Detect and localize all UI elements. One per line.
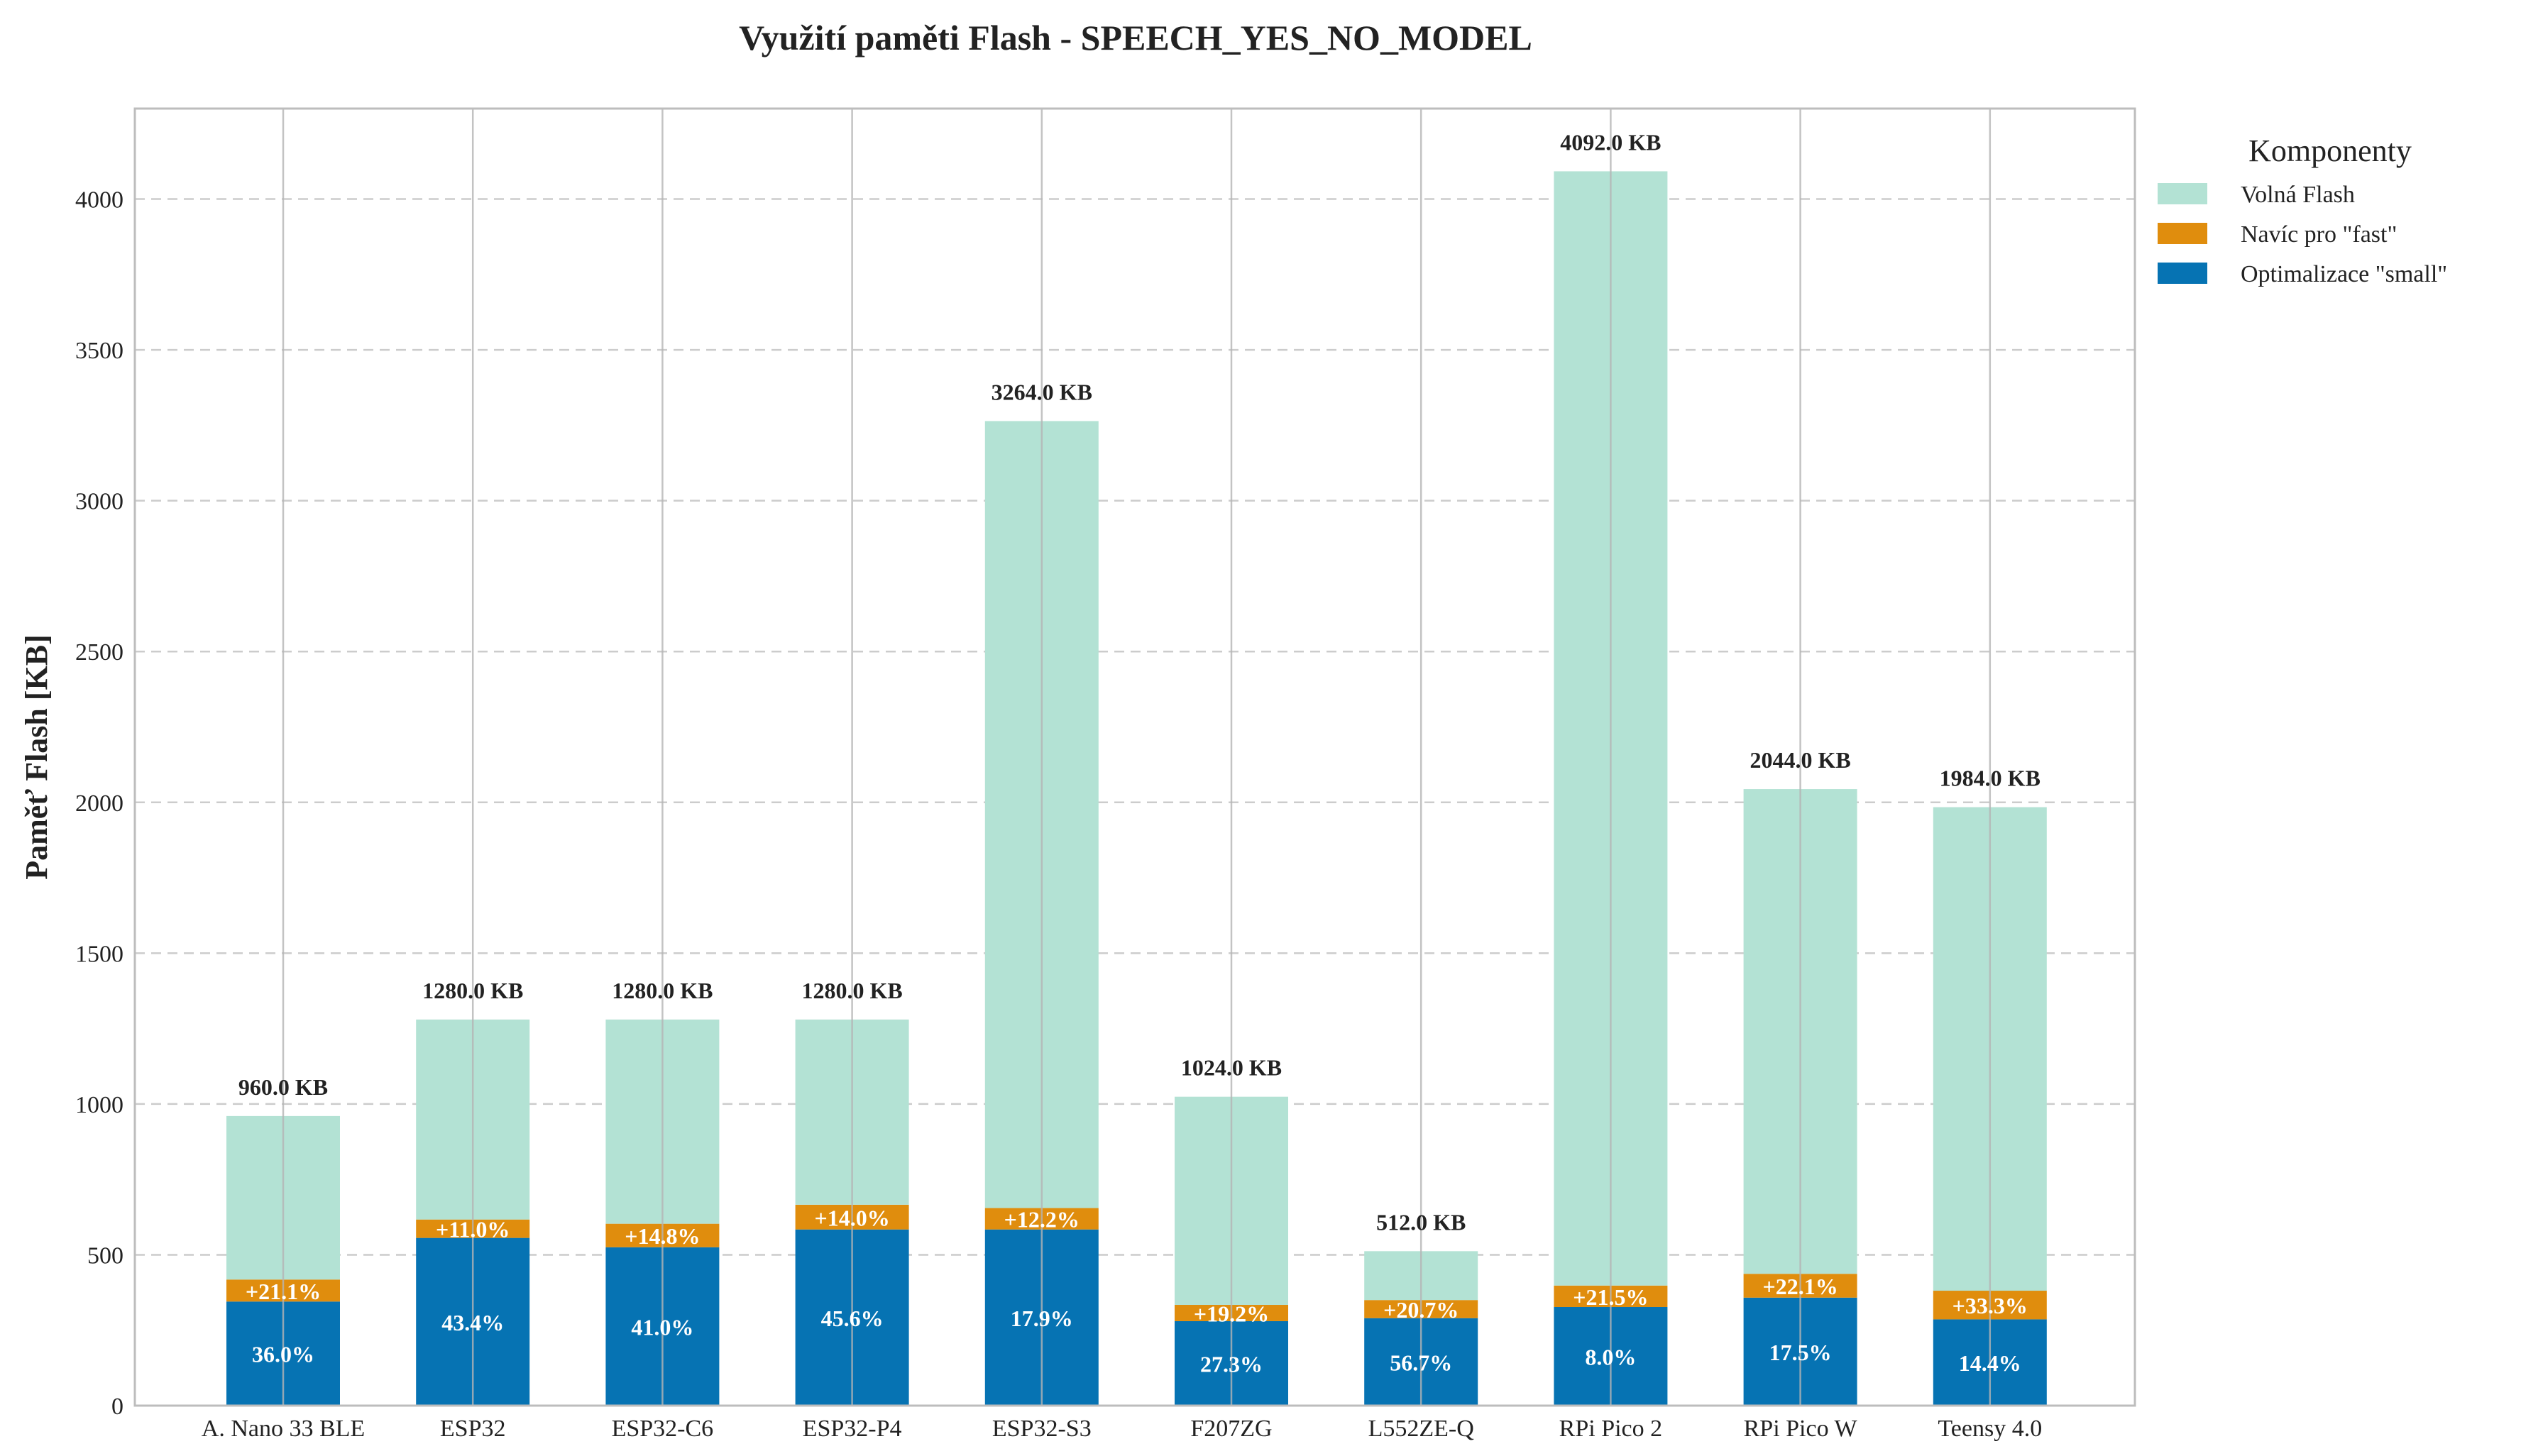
y-tick-label-3500: 3500 — [75, 338, 123, 364]
legend-title: Komponenty — [2248, 133, 2412, 168]
fast-pct-label-9: +33.3% — [1952, 1293, 2028, 1318]
small-pct-label-3: 45.6% — [821, 1306, 884, 1331]
small-pct-label-5: 27.3% — [1200, 1351, 1263, 1377]
plot-frame — [133, 107, 2136, 1407]
y-axis-label: Paměť Flash [KB] — [19, 634, 54, 880]
fast-pct-label-1: +11.0% — [436, 1217, 510, 1242]
fast-pct-label-7: +21.5% — [1573, 1284, 1648, 1310]
small-pct-label-2: 41.0% — [631, 1314, 693, 1340]
y-tick-label-2000: 2000 — [75, 790, 123, 817]
x-tick-label-0: A. Nano 33 BLE — [202, 1416, 365, 1442]
total-label-9: 1984.0 KB — [1940, 766, 2041, 791]
x-tick-label-8: RPi Pico W — [1744, 1416, 1858, 1442]
x-tick-label-2: ESP32-C6 — [612, 1416, 714, 1442]
total-label-3: 1280.0 KB — [801, 978, 902, 1003]
y-tick-label-2500: 2500 — [75, 639, 123, 666]
x-tick-label-5: F207ZG — [1190, 1416, 1272, 1442]
total-label-6: 512.0 KB — [1376, 1209, 1466, 1235]
bar-labels: 36.0% +21.1% 960.0 KB 43.4% +11.0% 1280.0 KB 4… — [238, 129, 2041, 1377]
total-label-0: 960.0 KB — [238, 1074, 328, 1100]
fast-pct-label-8: +22.1% — [1762, 1274, 1838, 1299]
y-tick-label-500: 500 — [87, 1242, 123, 1269]
x-tick-label-1: ESP32 — [440, 1416, 506, 1442]
fast-pct-label-6: +20.7% — [1383, 1297, 1459, 1323]
total-label-2: 1280.0 KB — [612, 978, 713, 1003]
total-label-4: 3264.0 KB — [992, 379, 1092, 404]
legend-label-1: Navíc pro "fast" — [2241, 221, 2397, 248]
legend-swatch-1 — [2158, 223, 2207, 244]
fast-pct-label-5: +19.2% — [1194, 1301, 1269, 1326]
y-axis-ticks: 0 500 1000 1500 2000 2500 3000 3500 4000 — [75, 187, 123, 1420]
legend-entries: Volná Flash Navíc pro "fast" Optimalizace … — [2158, 182, 2447, 287]
small-pct-label-6: 56.7% — [1390, 1350, 1452, 1375]
small-pct-label-0: 36.0% — [252, 1342, 314, 1367]
legend-label-2: Optimalizace "small" — [2241, 261, 2447, 287]
fast-pct-label-2: +14.8% — [625, 1223, 700, 1249]
x-tick-label-7: RPi Pico 2 — [1559, 1416, 1662, 1442]
legend-swatch-0 — [2158, 183, 2207, 204]
small-pct-label-1: 43.4% — [441, 1310, 504, 1335]
y-tick-label-4000: 4000 — [75, 187, 123, 214]
y-tick-label-1500: 1500 — [75, 941, 123, 967]
total-label-8: 2044.0 KB — [1750, 747, 1850, 773]
total-label-7: 4092.0 KB — [1560, 129, 1661, 155]
x-axis-ticks: A. Nano 33 BLE ESP32 ESP32-C6 ESP32-P4 ESP32… — [202, 1416, 2042, 1442]
x-tick-label-3: ESP32-P4 — [803, 1416, 902, 1442]
small-pct-label-9: 14.4% — [1959, 1350, 2021, 1376]
fast-pct-label-4: +12.2% — [1004, 1207, 1080, 1232]
total-label-1: 1280.0 KB — [422, 978, 523, 1003]
x-tick-label-4: ESP32-S3 — [992, 1416, 1092, 1442]
y-tick-label-1000: 1000 — [75, 1092, 123, 1118]
legend-label-0: Volná Flash — [2241, 182, 2355, 208]
total-label-5: 1024.0 KB — [1181, 1055, 1282, 1081]
x-tick-label-6: L552ZE-Q — [1368, 1416, 1474, 1442]
y-tick-label-3000: 3000 — [75, 489, 123, 515]
small-pct-label-7: 8.0% — [1585, 1344, 1636, 1369]
small-pct-label-8: 17.5% — [1769, 1340, 1832, 1365]
legend: Komponenty Volná Flash Navíc pro "fast" Op… — [2158, 133, 2447, 287]
small-pct-label-4: 17.9% — [1011, 1306, 1073, 1331]
x-tick-label-9: Teensy 4.0 — [1938, 1416, 2042, 1442]
legend-swatch-2 — [2158, 263, 2207, 284]
fast-pct-label-3: +14.0% — [814, 1205, 889, 1230]
chart-title: Využití paměti Flash - SPEECH_YES_NO_MOD… — [739, 18, 1532, 57]
y-tick-label-0: 0 — [111, 1394, 123, 1420]
fast-pct-label-0: +21.1% — [246, 1279, 321, 1304]
